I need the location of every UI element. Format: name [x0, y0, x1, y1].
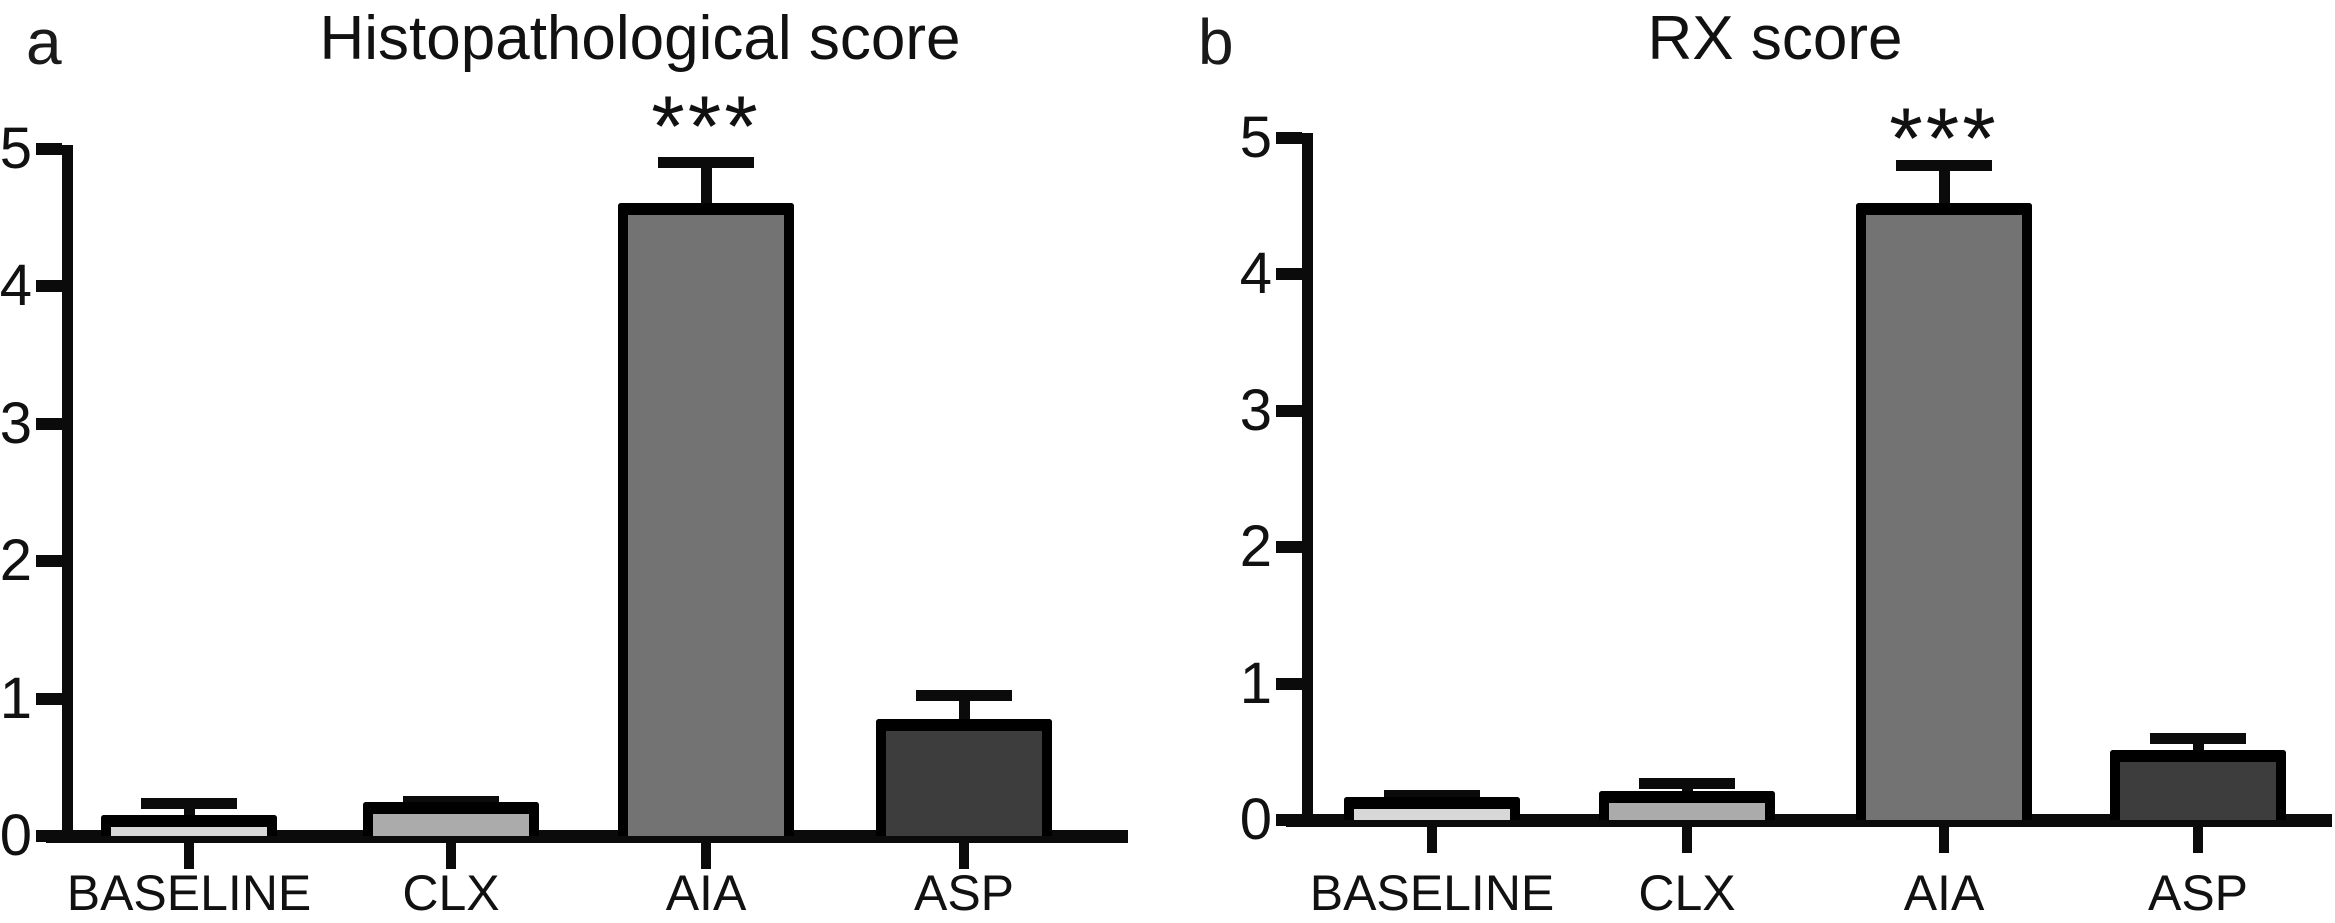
y-axis-tick: [1276, 268, 1302, 280]
category-label-asp: ASP: [2147, 865, 2249, 921]
y-axis-tick: [1276, 132, 1302, 144]
y-tick-label: 4: [0, 253, 32, 318]
bar-asp: [876, 719, 1052, 836]
x-axis-tick: [184, 843, 194, 869]
category-label-baseline: BASELINE: [66, 865, 312, 921]
bar-baseline: [1344, 797, 1520, 820]
x-axis-line: [1286, 814, 2332, 827]
y-axis-tick: [36, 143, 62, 155]
y-tick-label: 0: [0, 803, 32, 868]
x-axis-tick: [701, 843, 711, 869]
bar-aia: [1856, 203, 2032, 820]
bar-asp: [2110, 750, 2286, 820]
bar-baseline: [101, 815, 277, 836]
y-axis-tick: [36, 418, 62, 430]
y-axis-tick: [36, 555, 62, 567]
x-axis-tick: [1939, 827, 1949, 853]
bar-clx: [1599, 791, 1775, 820]
x-axis-line: [46, 830, 1128, 843]
y-tick-label: 2: [0, 528, 32, 593]
category-label-clx: CLX: [402, 865, 500, 921]
category-label-aia: AIA: [1903, 865, 1985, 921]
error-bar-stem: [959, 690, 970, 733]
error-bar-cap: [403, 796, 499, 807]
bar-clx: [363, 802, 539, 836]
y-tick-label: 3: [0, 391, 32, 456]
category-label-baseline: BASELINE: [1309, 865, 1555, 921]
x-axis-tick: [2193, 827, 2203, 853]
y-axis-tick: [1276, 405, 1302, 417]
y-tick-label: 1: [0, 666, 32, 731]
significance-stars: ***: [651, 79, 761, 175]
y-axis-line: [62, 145, 73, 843]
y-tick-label: 4: [1239, 241, 1272, 306]
error-bar-cap: [2150, 733, 2246, 744]
y-axis-tick: [36, 693, 62, 705]
error-bar-cap: [1639, 778, 1735, 789]
error-bar-stem: [184, 798, 195, 829]
error-bar-cap: [1896, 160, 1992, 171]
category-label-clx: CLX: [1638, 865, 1736, 921]
panel-label: b: [1198, 6, 1234, 78]
significance-stars: ***: [1889, 91, 1999, 187]
error-bar-cap: [916, 690, 1012, 701]
y-axis-tick: [1276, 541, 1302, 553]
error-bar-stem: [1939, 160, 1950, 217]
y-axis-tick: [36, 280, 62, 292]
error-bar-cap: [141, 798, 237, 809]
panel-label: a: [26, 6, 62, 78]
error-bar-cap: [1384, 790, 1480, 801]
y-axis-tick: [1276, 814, 1302, 826]
y-tick-label: 1: [1239, 651, 1272, 716]
y-tick-label: 0: [1239, 787, 1272, 852]
category-label-asp: ASP: [913, 865, 1015, 921]
y-axis-line: [1302, 133, 1313, 827]
error-bar-stem: [2193, 733, 2204, 764]
chart-title: RX score: [1647, 4, 1903, 73]
error-bar-cap: [658, 157, 754, 168]
y-axis-tick: [1276, 678, 1302, 690]
x-axis-tick: [1427, 827, 1437, 853]
category-label-aia: AIA: [665, 865, 747, 921]
y-tick-label: 5: [0, 116, 32, 181]
x-axis-tick: [1682, 827, 1692, 853]
x-axis-tick: [959, 843, 969, 869]
y-axis-tick: [36, 830, 62, 842]
y-tick-label: 2: [1239, 514, 1272, 579]
x-axis-tick: [446, 843, 456, 869]
error-bar-stem: [701, 157, 712, 217]
y-tick-label: 3: [1239, 378, 1272, 443]
bar-aia: [618, 203, 794, 836]
y-tick-label: 5: [1239, 105, 1272, 170]
chart-title: Histopathological score: [319, 4, 961, 73]
